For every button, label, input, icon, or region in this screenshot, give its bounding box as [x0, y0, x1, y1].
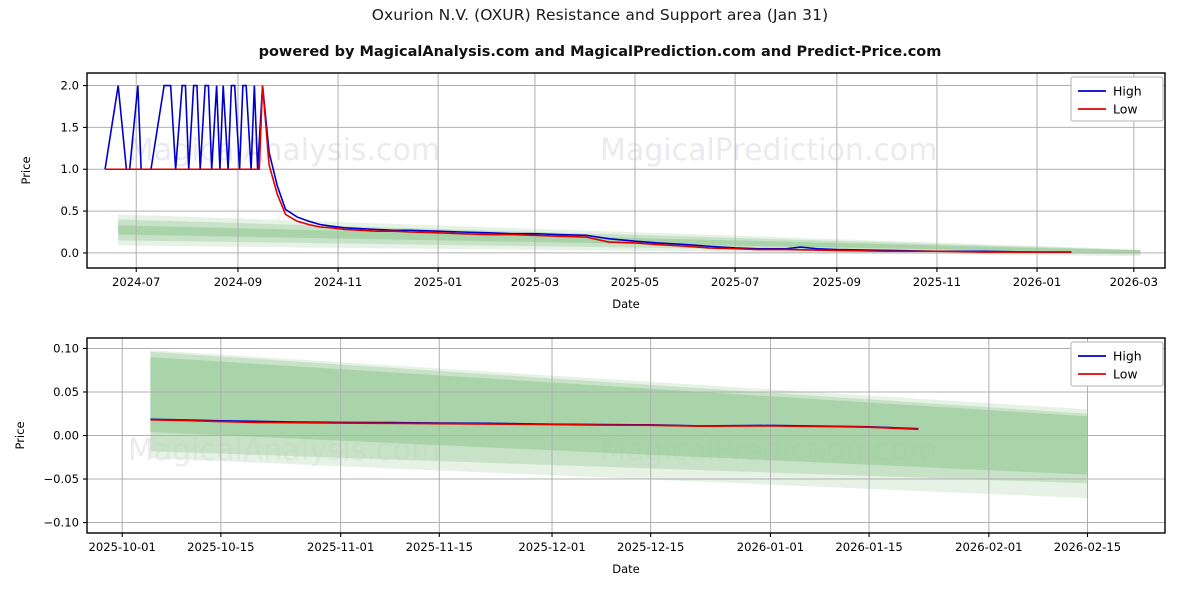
x-tick-label: 2026-02-01 [955, 540, 1022, 554]
x-tick-label: 2025-11 [913, 275, 961, 289]
axis-ticks: −0.10 −0.05 0.00 0.05 0.10 2025-10-01 2025-10-… [43, 341, 1121, 554]
watermark-group: MagicalAnalysis.com MagicalPrediction.com… [128, 133, 938, 308]
y-tick-label: −0.05 [43, 472, 79, 486]
x-tick-label: 2024-11 [314, 275, 362, 289]
x-tick-label: 2025-11-15 [406, 540, 473, 554]
y-tick-label: 1.5 [61, 120, 79, 134]
series-line-low [150, 418, 919, 431]
x-tick-label: 2026-02-15 [1054, 540, 1121, 554]
gridlines [87, 73, 1165, 268]
y-axis-label: Price [19, 156, 33, 184]
series-line-high [104, 84, 1072, 253]
x-tick-label: 2025-01 [414, 275, 462, 289]
gridlines [87, 338, 1165, 533]
legend[interactable]: High Low [1070, 76, 1164, 122]
plot-border [86, 72, 1166, 269]
y-tick-label: 2.0 [61, 79, 79, 93]
axis-ticks: 0.0 0.5 1.0 1.5 2.0 2024-07 2024-09 2024-11 2025… [61, 79, 1159, 289]
legend-item-high-label: High [1113, 84, 1142, 99]
y-tick-label: 0.10 [53, 341, 79, 355]
series-line-low [105, 85, 1072, 253]
y-tick-label: 1.0 [61, 162, 79, 176]
legend-item-low-label: Low [1113, 102, 1138, 117]
legend-item-high-label: High [1113, 349, 1142, 364]
x-tick-label: 2025-12-01 [518, 540, 585, 554]
legend-item-low-label: Low [1113, 367, 1138, 382]
x-tick-label: 2025-11-01 [307, 540, 374, 554]
y-tick-label: 0.5 [61, 204, 79, 218]
x-tick-label: 2026-03 [1110, 275, 1158, 289]
x-tick-label: 2024-07 [112, 275, 160, 289]
page-title: Oxurion N.V. (OXUR) Resistance and Suppo… [371, 6, 829, 24]
y-axis-label: Price [13, 421, 27, 449]
y-tick-label: −0.10 [43, 516, 79, 530]
x-axis-label: Date [612, 297, 640, 311]
band-inner [118, 225, 1141, 253]
series-group [104, 84, 1072, 253]
support-resistance-bands [118, 214, 1141, 257]
x-tick-label: 2026-01 [1013, 275, 1061, 289]
x-tick-label: 2024-09 [214, 275, 262, 289]
y-tick-label: 0.05 [53, 385, 79, 399]
bottom-chart-panel: MagicalAnalysis.comMagicalPrediction.com… [0, 320, 1200, 600]
top-chart-panel: MagicalAnalysis.com MagicalPrediction.com… [19, 72, 1166, 311]
x-axis-label: Date [612, 562, 640, 576]
x-tick-label: 2025-05 [611, 275, 659, 289]
bottom-chart-svg: MagicalAnalysis.comMagicalPrediction.com… [13, 337, 1166, 576]
series-group [150, 418, 919, 431]
x-tick-label: 2025-12-15 [617, 540, 684, 554]
x-tick-label: 2025-07 [711, 275, 759, 289]
y-tick-label: 0.0 [61, 246, 79, 260]
x-tick-label: 2025-10-15 [187, 540, 254, 554]
x-tick-label: 2025-09 [813, 275, 861, 289]
band-inner [150, 357, 1088, 475]
watermark-text: MagicalAnalysis.com [128, 273, 440, 308]
x-tick-label: 2026-01-15 [835, 540, 902, 554]
legend[interactable]: High Low [1070, 341, 1164, 387]
x-tick-label: 2026-01-01 [737, 540, 804, 554]
x-tick-label: 2025-10-01 [89, 540, 156, 554]
y-tick-label: 0.00 [53, 429, 79, 443]
x-tick-label: 2025-03 [511, 275, 559, 289]
watermark-text: MagicalPrediction.com [600, 133, 938, 168]
watermark-text: MagicalAnalysis.com [128, 133, 440, 168]
page-subtitle: powered by MagicalAnalysis.com and Magic… [258, 44, 942, 60]
top-chart-svg: MagicalAnalysis.com MagicalPrediction.com… [19, 72, 1166, 311]
